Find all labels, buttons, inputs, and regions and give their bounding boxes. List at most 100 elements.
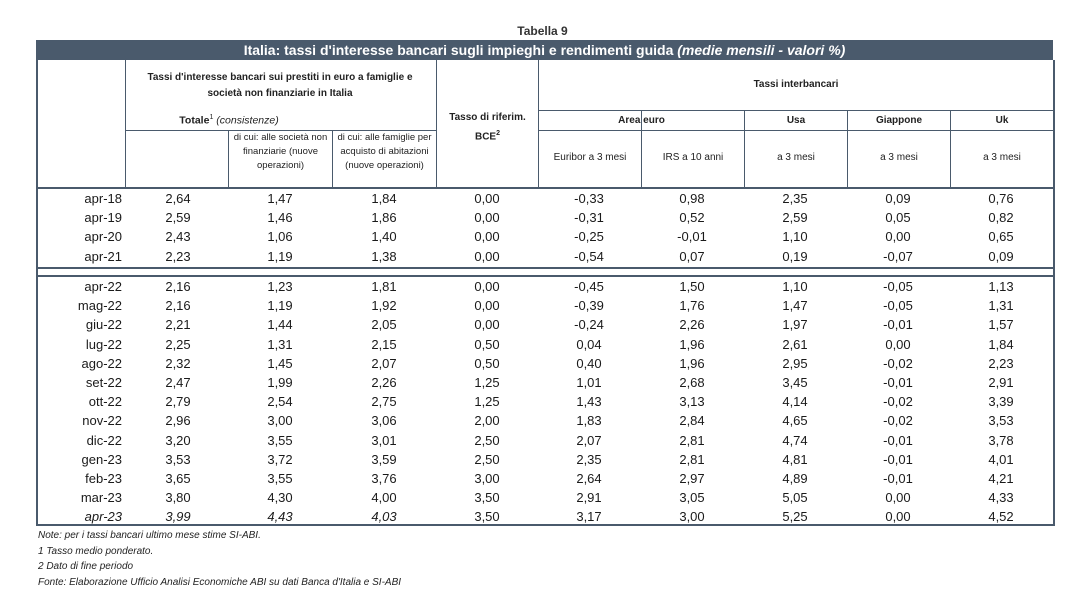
table-row: lug-22 2,25 1,31 2,15 0,50 0,04 1,96 2,61 0,00 1,… — [38, 335, 1053, 354]
header-loans-group: Tassi d'interesse bancari sui prestiti i… — [147, 72, 413, 99]
cell-date: apr-18 — [84, 191, 122, 206]
cell-societa: 4,30 — [267, 490, 293, 506]
cell-bce: 0,00 — [474, 317, 500, 333]
cell-uk: 1,84 — [988, 336, 1014, 352]
cell-giappone: -0,05 — [883, 279, 913, 294]
cell-uk: 2,23 — [988, 355, 1014, 371]
cell-societa: 1,46 — [267, 210, 293, 226]
cell-usa: 4,89 — [782, 471, 808, 486]
cell-euribor: 0,04 — [576, 336, 602, 352]
cell-usa: 5,05 — [782, 490, 808, 506]
table-row: ott-22 2,79 2,54 2,75 1,25 1,43 3,13 4,14 -0,02 3… — [38, 392, 1053, 411]
cell-usa: 4,74 — [782, 432, 808, 448]
cell-date: giu-22 — [85, 317, 122, 333]
cell-giappone: 0,00 — [885, 229, 911, 245]
header-bce-footnote: 2 — [496, 130, 501, 137]
cell-totale: 2,79 — [165, 394, 191, 410]
note-line: Fonte: Elaborazione Ufficio Analisi Econ… — [38, 576, 402, 588]
header-giappone-3m: a 3 mesi — [880, 152, 918, 163]
table-caption: Tabella 9 — [517, 24, 568, 38]
cell-societa: 1,06 — [267, 229, 293, 245]
cell-euribor: 1,83 — [576, 413, 602, 429]
cell-giappone: 0,00 — [885, 336, 911, 352]
cell-uk: 1,57 — [988, 317, 1014, 333]
cell-date: apr-20 — [84, 229, 122, 245]
cell-bce: 0,00 — [474, 210, 500, 226]
cell-uk: 0,65 — [988, 229, 1014, 245]
cell-date: lug-22 — [85, 336, 122, 352]
cell-uk: 2,91 — [988, 375, 1014, 390]
table-row: set-22 2,47 1,99 2,26 1,25 1,01 2,68 3,45 -0,01 2… — [38, 373, 1053, 392]
cell-usa: 1,97 — [782, 317, 808, 333]
cell-irs: 2,81 — [679, 451, 705, 467]
table-notes: Note: per i tassi bancari ultimo mese st… — [38, 528, 401, 590]
cell-irs: 1,96 — [679, 336, 705, 352]
cell-societa: 3,55 — [267, 471, 293, 486]
table-row: giu-22 2,21 1,44 2,05 0,00 -0,24 2,26 1,97 -0,01… — [38, 315, 1053, 334]
cell-giappone: -0,01 — [883, 317, 913, 333]
cell-irs: 2,97 — [679, 471, 705, 486]
cell-totale: 2,59 — [165, 210, 191, 226]
cell-giappone: -0,01 — [883, 432, 913, 448]
cell-bce: 0,00 — [474, 298, 500, 314]
table-row: apr-18 2,64 1,47 1,84 0,00 -0,33 0,98 2,35 0,09 0… — [38, 189, 1053, 208]
note-line: 1 Tasso medio ponderato. — [38, 545, 154, 557]
cell-famiglie: 1,40 — [371, 229, 397, 245]
header-totale-footnote: 1 — [209, 114, 214, 121]
header-giappone: Giappone — [875, 115, 923, 126]
cell-euribor: -0,25 — [574, 229, 604, 245]
header-sub-societa: di cui: alle società non finanziarie (nu… — [233, 132, 328, 171]
table-row: apr-22 2,16 1,23 1,81 0,00 -0,45 1,50 1,10 -0,05… — [38, 277, 1053, 296]
cell-totale: 2,32 — [165, 355, 191, 371]
header-irs: IRS a 10 anni — [662, 152, 724, 163]
cell-irs: 2,26 — [679, 317, 705, 333]
header-uk-3m: a 3 mesi — [983, 152, 1021, 163]
cell-date: nov-22 — [82, 413, 122, 429]
cell-uk: 4,21 — [988, 471, 1014, 486]
data-table: Tassi d'interesse bancari sui prestiti i… — [36, 60, 1055, 526]
cell-giappone: -0,02 — [883, 394, 913, 410]
cell-uk: 3,53 — [988, 413, 1014, 429]
cell-irs: 1,76 — [679, 298, 705, 314]
cell-giappone: -0,01 — [883, 471, 913, 486]
cell-societa: 4,43 — [267, 509, 293, 525]
header-interbank: Tassi interbancari — [753, 79, 839, 90]
cell-societa: 1,23 — [267, 279, 293, 294]
cell-usa: 4,14 — [782, 394, 808, 410]
cell-bce: 0,00 — [474, 279, 500, 294]
cell-bce: 0,00 — [474, 229, 500, 245]
cell-irs: 2,84 — [679, 413, 705, 429]
cell-totale: 2,47 — [165, 375, 191, 390]
cell-uk: 0,76 — [988, 191, 1014, 206]
cell-famiglie: 4,00 — [371, 490, 397, 506]
cell-usa: 3,45 — [782, 375, 808, 390]
cell-irs: 1,96 — [679, 355, 705, 371]
header-totale-label: Totale — [179, 114, 210, 127]
cell-uk: 4,52 — [988, 509, 1014, 525]
table-row: apr-19 2,59 1,46 1,86 0,00 -0,31 0,52 2,59 0,05 0… — [38, 208, 1053, 227]
cell-usa: 4,81 — [782, 451, 808, 467]
cell-irs: 3,13 — [679, 394, 705, 410]
note-line: Note: per i tassi bancari ultimo mese st… — [38, 530, 261, 541]
cell-giappone: 0,09 — [885, 191, 911, 206]
cell-irs: 0,98 — [679, 191, 705, 206]
cell-totale: 3,20 — [165, 432, 191, 448]
cell-uk: 0,09 — [988, 248, 1014, 264]
cell-giappone: -0,02 — [883, 355, 913, 371]
cell-uk: 3,39 — [988, 394, 1014, 410]
cell-bce: 1,25 — [474, 375, 500, 390]
cell-famiglie: 1,81 — [371, 279, 397, 294]
cell-societa: 1,19 — [267, 298, 293, 314]
cell-irs: 0,07 — [679, 248, 705, 264]
cell-uk: 1,31 — [988, 298, 1014, 314]
cell-totale: 2,16 — [165, 298, 191, 314]
cell-societa: 1,19 — [267, 248, 293, 264]
cell-date: mar-23 — [80, 490, 122, 506]
cell-famiglie: 1,92 — [371, 298, 397, 314]
cell-giappone: 0,00 — [885, 490, 911, 506]
cell-irs: -0,01 — [677, 229, 707, 245]
header-bce: Tasso di riferim. BCE2 — [437, 110, 538, 145]
cell-bce: 0,50 — [474, 336, 500, 352]
cell-date: gen-23 — [81, 451, 122, 467]
cell-famiglie: 3,59 — [371, 451, 397, 467]
